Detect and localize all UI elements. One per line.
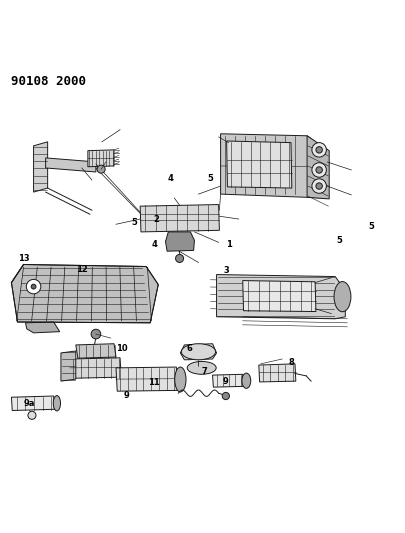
Ellipse shape [53,395,60,411]
Text: 3: 3 [224,266,230,275]
Polygon shape [46,158,96,172]
Circle shape [97,165,105,173]
Text: 9: 9 [123,391,129,400]
Circle shape [31,284,36,289]
Text: 7: 7 [202,367,207,376]
Polygon shape [34,142,48,192]
Text: 5: 5 [208,174,213,182]
Polygon shape [140,205,220,232]
Ellipse shape [181,344,215,360]
Polygon shape [116,367,177,391]
Circle shape [26,279,41,294]
Circle shape [91,329,101,339]
Circle shape [28,411,36,419]
Text: 9a: 9a [24,399,35,408]
Text: 9: 9 [223,377,229,386]
Ellipse shape [334,281,351,312]
Text: 10: 10 [116,344,128,353]
Text: 4: 4 [151,240,157,249]
Polygon shape [11,264,158,323]
Circle shape [316,167,322,173]
Polygon shape [88,150,114,167]
Polygon shape [221,134,327,198]
Polygon shape [26,322,60,333]
Polygon shape [213,374,243,387]
Polygon shape [259,364,296,382]
Ellipse shape [242,373,251,389]
Circle shape [316,147,322,153]
Polygon shape [180,344,217,360]
Circle shape [312,179,326,193]
Ellipse shape [175,367,186,392]
Polygon shape [11,396,55,410]
Text: 13: 13 [18,254,29,263]
Ellipse shape [187,361,216,374]
Polygon shape [217,274,345,319]
Polygon shape [61,351,76,381]
Circle shape [222,392,230,400]
Text: 12: 12 [76,265,88,274]
Circle shape [175,254,183,262]
Text: 8: 8 [288,358,294,367]
Text: 5: 5 [336,236,342,245]
Polygon shape [243,280,316,312]
Polygon shape [76,344,116,358]
Circle shape [316,183,322,189]
Text: 1: 1 [226,240,232,249]
Text: 5: 5 [131,218,137,227]
Text: 2: 2 [153,215,159,223]
Text: 4: 4 [167,174,173,182]
Polygon shape [70,358,121,378]
Polygon shape [307,136,329,199]
Circle shape [312,163,326,177]
Polygon shape [166,232,194,251]
Circle shape [312,143,326,157]
Text: 6: 6 [187,344,192,353]
Text: 11: 11 [148,378,160,387]
Text: 5: 5 [369,222,374,231]
Text: 90108 2000: 90108 2000 [11,76,86,88]
Polygon shape [227,141,292,188]
